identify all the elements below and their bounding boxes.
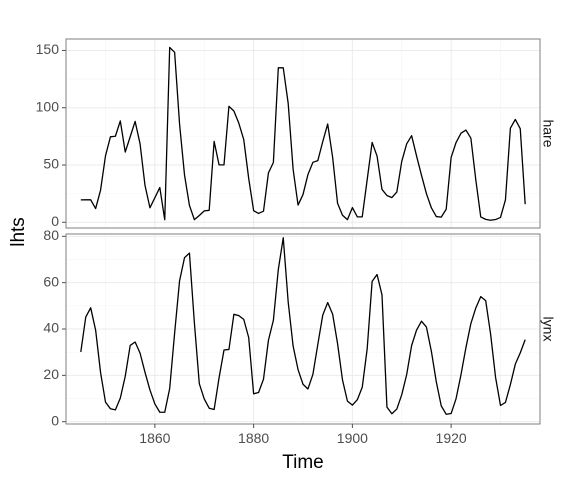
strip-label-hare: hare [540,119,556,147]
y-axis-title: lhts [8,217,29,247]
x-axis-title: Time [282,452,324,473]
x-axis: 1860 1880 1900 1920 [139,424,467,446]
panel-hare: 0 50 100 150 hare [36,38,556,229]
x-tick-label: 1920 [436,430,467,446]
strip-label-lynx: lynx [540,317,556,342]
gridlines [66,39,540,228]
gridlines [66,234,540,424]
y-tick-label: 20 [43,366,59,382]
y-tick-label: 100 [36,98,60,114]
x-tick-label: 1880 [238,430,269,446]
y-tick-label: 0 [51,412,59,428]
y-tick-label: 80 [43,227,59,243]
x-tick-label: 1900 [337,430,368,446]
panel-border [65,38,541,229]
y-ticks: 0 50 100 150 [36,41,66,229]
y-tick-label: 0 [51,213,59,229]
y-tick-label: 40 [43,320,59,336]
lynx-series-line [80,237,526,415]
y-tick-label: 50 [43,156,59,172]
y-tick-label: 60 [43,273,59,289]
y-ticks: 0 20 40 60 80 [43,227,66,428]
panel-border [65,233,541,425]
hare-series-line [80,46,526,221]
panel-lynx: 0 20 40 60 80 lynx [43,227,556,428]
y-tick-label: 150 [36,41,60,57]
x-tick-label: 1860 [139,430,170,446]
